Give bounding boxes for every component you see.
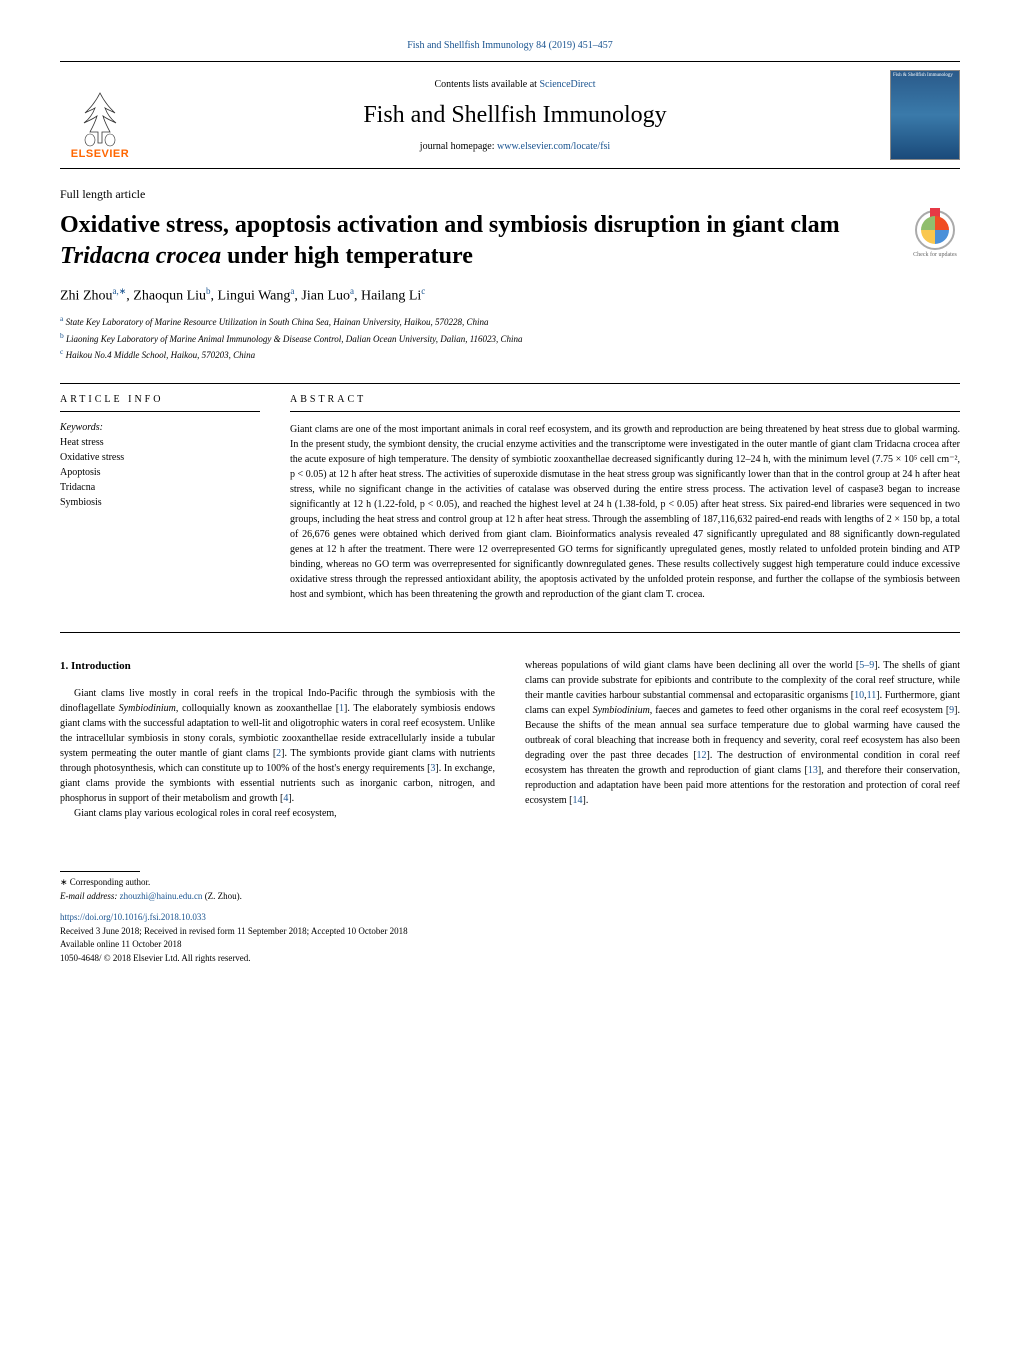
p3-i: ]. bbox=[583, 795, 589, 806]
p3-sym: Symbiodinium bbox=[593, 705, 650, 716]
homepage-pre: journal homepage: bbox=[420, 141, 497, 152]
keywords-list: Heat stress Oxidative stress Apoptosis T… bbox=[60, 435, 260, 510]
author-5-sup: c bbox=[421, 286, 425, 296]
check-updates-badge[interactable]: Check for updates bbox=[910, 210, 960, 260]
main-content: 1. Introduction Giant clams live mostly … bbox=[60, 658, 960, 822]
p3-e: , faeces and gametes to feed other organ… bbox=[650, 705, 949, 716]
aff-b-text: Liaoning Key Laboratory of Marine Animal… bbox=[64, 334, 523, 344]
p1-sym: Symbiodinium bbox=[119, 703, 176, 714]
elsevier-logo: ELSEVIER bbox=[60, 70, 140, 160]
journal-ref-link[interactable]: Fish and Shellfish Immunology 84 (2019) … bbox=[407, 40, 613, 51]
ref-5-9[interactable]: 5–9 bbox=[859, 660, 874, 671]
elsevier-text: ELSEVIER bbox=[71, 148, 129, 160]
doi-link[interactable]: https://doi.org/10.1016/j.fsi.2018.10.03… bbox=[60, 911, 960, 925]
elsevier-tree-icon bbox=[70, 88, 130, 148]
ref-10[interactable]: 10 bbox=[854, 690, 864, 701]
intro-p2: Giant clams play various ecological role… bbox=[60, 806, 495, 821]
journal-cover: Fish & Shellfish Immunology bbox=[890, 70, 960, 160]
authors: Zhi Zhoua,∗, Zhaoqun Liub, Lingui Wanga,… bbox=[60, 286, 960, 305]
author-1: Zhi Zhou bbox=[60, 289, 113, 304]
intro-heading: 1. Introduction bbox=[60, 658, 495, 675]
aff-a-text: State Key Laboratory of Marine Resource … bbox=[63, 317, 488, 327]
journal-name: Fish and Shellfish Immunology bbox=[140, 102, 890, 129]
check-label: Check for updates bbox=[910, 252, 960, 258]
section-divider bbox=[60, 632, 960, 633]
homepage-line: journal homepage: www.elsevier.com/locat… bbox=[140, 141, 890, 152]
sciencedirect-link[interactable]: ScienceDirect bbox=[539, 79, 595, 90]
contents-line: Contents lists available at ScienceDirec… bbox=[140, 79, 890, 90]
author-1-sup: a,∗ bbox=[113, 286, 127, 296]
ref-14[interactable]: 14 bbox=[573, 795, 583, 806]
ref-12[interactable]: 12 bbox=[697, 750, 707, 761]
title-row: Oxidative stress, apoptosis activation a… bbox=[60, 210, 960, 272]
affiliations: a State Key Laboratory of Marine Resourc… bbox=[60, 313, 960, 363]
available-line: Available online 11 October 2018 bbox=[60, 938, 960, 952]
title-species: Tridacna crocea bbox=[60, 243, 221, 269]
info-abstract-row: ARTICLE INFO Keywords: Heat stress Oxida… bbox=[60, 383, 960, 602]
p1-b: , colloquially known as zooxanthellae [ bbox=[176, 703, 339, 714]
homepage-link[interactable]: www.elsevier.com/locate/fsi bbox=[497, 141, 610, 152]
p1-f: ]. bbox=[288, 793, 294, 804]
p3-a: whereas populations of wild giant clams … bbox=[525, 660, 859, 671]
email-link[interactable]: zhouzhi@hainu.edu.cn bbox=[120, 891, 203, 901]
abstract-content: ABSTRACT Giant clams are one of the most… bbox=[290, 384, 960, 602]
check-circle-icon bbox=[915, 210, 955, 250]
article-title: Oxidative stress, apoptosis activation a… bbox=[60, 210, 890, 272]
affiliation-b: b Liaoning Key Laboratory of Marine Anim… bbox=[60, 330, 960, 347]
column-left: 1. Introduction Giant clams live mostly … bbox=[60, 658, 495, 822]
article-info-header: ARTICLE INFO bbox=[60, 384, 260, 412]
abstract-text: Giant clams are one of the most importan… bbox=[290, 422, 960, 602]
corresponding: ∗ Corresponding author. bbox=[60, 876, 960, 890]
abstract-header: ABSTRACT bbox=[290, 384, 960, 412]
ref-13[interactable]: 13 bbox=[808, 765, 818, 776]
email-line: E-mail address: zhouzhi@hainu.edu.cn (Z.… bbox=[60, 890, 960, 904]
contents-pre: Contents lists available at bbox=[434, 79, 539, 90]
journal-center: Contents lists available at ScienceDirec… bbox=[140, 79, 890, 152]
intro-p3: whereas populations of wild giant clams … bbox=[525, 658, 960, 808]
email-post: (Z. Zhou). bbox=[202, 891, 242, 901]
cover-text: Fish & Shellfish Immunology bbox=[891, 71, 959, 80]
journal-header: ELSEVIER Contents lists available at Sci… bbox=[60, 61, 960, 169]
affiliation-c: c Haikou No.4 Middle School, Haikou, 570… bbox=[60, 346, 960, 363]
header-top-link: Fish and Shellfish Immunology 84 (2019) … bbox=[60, 40, 960, 51]
aff-c-text: Haikou No.4 Middle School, Haikou, 57020… bbox=[63, 350, 255, 360]
article-info: ARTICLE INFO Keywords: Heat stress Oxida… bbox=[60, 384, 260, 602]
received-line: Received 3 June 2018; Received in revise… bbox=[60, 925, 960, 939]
column-right: whereas populations of wild giant clams … bbox=[525, 658, 960, 822]
intro-p1: Giant clams live mostly in coral reefs i… bbox=[60, 686, 495, 806]
author-2: , Zhaoqun Liu bbox=[126, 289, 206, 304]
footer-divider bbox=[60, 871, 140, 872]
keywords-label: Keywords: bbox=[60, 422, 260, 433]
article-type: Full length article bbox=[60, 187, 960, 202]
check-inner-icon bbox=[921, 216, 949, 244]
author-5: , Hailang Li bbox=[354, 289, 421, 304]
title-pre: Oxidative stress, apoptosis activation a… bbox=[60, 212, 840, 238]
title-post: under high temperature bbox=[221, 243, 473, 269]
copyright-line: 1050-4648/ © 2018 Elsevier Ltd. All righ… bbox=[60, 952, 960, 966]
email-label: E-mail address: bbox=[60, 891, 120, 901]
footer: ∗ Corresponding author. E-mail address: … bbox=[60, 871, 960, 965]
affiliation-a: a State Key Laboratory of Marine Resourc… bbox=[60, 313, 960, 330]
author-4: , Jian Luo bbox=[294, 289, 350, 304]
author-3: , Lingui Wang bbox=[211, 289, 291, 304]
ref-11[interactable]: 11 bbox=[867, 690, 877, 701]
